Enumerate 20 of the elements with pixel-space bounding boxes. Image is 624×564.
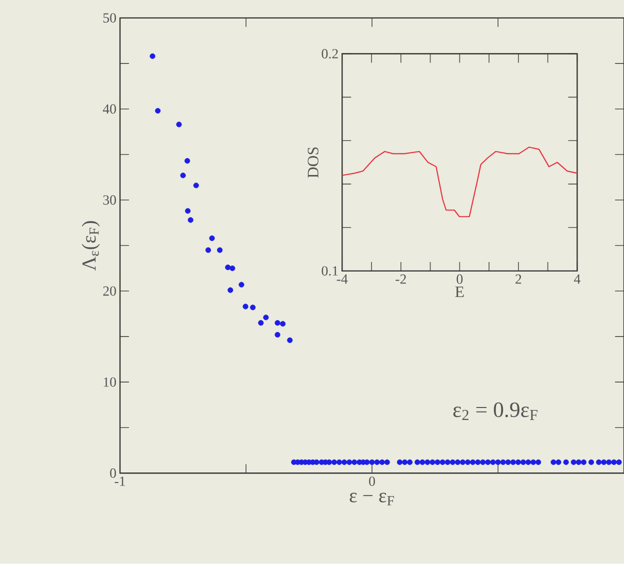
y-tick-label: 0 [110,468,116,478]
x-tick-label: -4 [336,274,348,284]
y-tick-label: 30 [103,195,116,205]
x-tick-label: -2 [396,274,406,284]
y-axis-title: Λ$_{ε}$(ε$_{F}$) [82,221,100,271]
y-tick-label: 0.2 [322,49,338,59]
x-tick-label: 2 [516,274,522,284]
y-tick-label: 50 [103,13,116,23]
y-tick-label: 0.1 [322,266,338,276]
annotation: ε$_{2}$ = 0.9ε$_{F}$ [453,402,538,420]
x-tick-label: 4 [574,274,580,284]
line-series [342,146,578,218]
x-tick-label: 0 [456,274,463,284]
x-axis-title: ε − ε$_{F}$ [350,492,394,506]
y-tick-label: 10 [104,378,116,387]
y-tick-label: 40 [102,104,116,114]
x-axis-title: E [455,286,464,298]
y-axis-title: DOS [308,148,318,178]
x-tick-label: -1 [114,476,125,486]
y-tick-label: 20 [103,286,116,296]
